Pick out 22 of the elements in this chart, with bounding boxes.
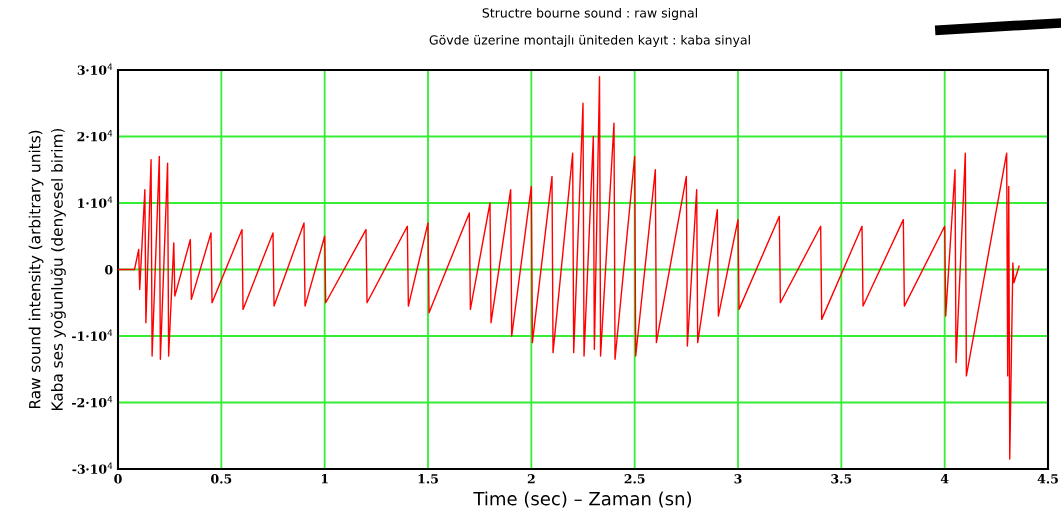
y-tick-label: 3·10$^{4}$ [77, 63, 113, 75]
x-tick-label: 0.5 [211, 474, 232, 484]
y-tick-label: 2·10$^{4}$ [77, 130, 113, 142]
y-tick-label: -2·10$^{4}$ [72, 396, 113, 408]
x-tick-label: 1.5 [418, 474, 438, 484]
x-tick-label: 3.5 [831, 474, 852, 484]
y-tick-label: 1·10$^{4}$ [78, 196, 113, 208]
chart-subtitle: Gövde üzerine montajlı üniteden kayıt : kaba sinyal [429, 34, 750, 48]
x-tick-label: 1 [321, 474, 328, 484]
line-series [118, 75, 1020, 460]
y-tick-label: 0 [105, 264, 113, 275]
x-tick-label: 4.5 [1037, 474, 1058, 484]
x-tick-label: 0 [114, 474, 122, 484]
chart-title: Structre bourne sound : raw signal [482, 7, 697, 21]
x-axis-title: Time (sec) – Zaman (sn) [473, 491, 692, 508]
x-tick-label: 3 [734, 474, 742, 484]
x-tick-label: 4 [940, 474, 949, 484]
y-axis-title: Raw sound intensity (arbitrary units) Kaba ses yoğunluğu (denyesel birim) [28, 128, 66, 410]
x-tick-label: 2 [527, 474, 535, 484]
y-tick-label: -3·10$^{4}$ [72, 462, 113, 474]
x-tick-label: 2.5 [624, 474, 645, 484]
y-tick-label: -1·10$^{4}$ [72, 329, 113, 341]
